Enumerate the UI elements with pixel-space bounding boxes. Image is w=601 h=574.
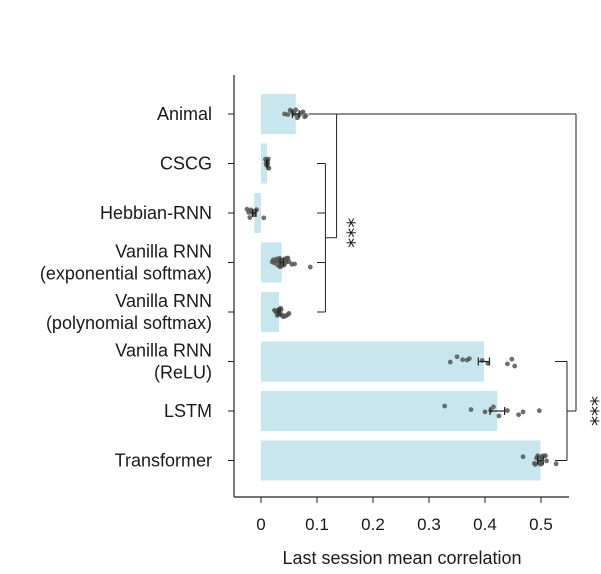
errorbars-layer — [252, 110, 544, 465]
data-point — [505, 361, 510, 367]
bar-7 — [261, 440, 541, 481]
data-point — [479, 358, 485, 363]
x-axis-title: Last session mean correlation — [282, 548, 521, 568]
brackets-layer: *** *** — [308, 113, 601, 461]
data-point — [468, 407, 474, 412]
bar-5 — [261, 341, 484, 382]
x-tick-label: 0.2 — [361, 515, 385, 534]
x-tick-label: 0.1 — [305, 515, 329, 534]
data-point — [482, 409, 488, 415]
category-label-1: CSCG — [160, 154, 212, 174]
data-point — [553, 461, 559, 467]
bars-layer — [254, 94, 541, 481]
x-tick-label: 0.3 — [417, 515, 441, 534]
data-point — [454, 354, 460, 360]
category-label-3: Vanilla RNN (exponential softmax) — [40, 242, 212, 284]
data-point — [496, 413, 502, 419]
category-label-0: Animal — [157, 104, 212, 124]
x-tick-label: 0 — [256, 515, 265, 534]
data-point — [285, 112, 291, 118]
data-point — [516, 412, 521, 418]
significance-label: *** — [336, 218, 360, 248]
data-point — [307, 264, 313, 270]
x-tick-label: 0.4 — [473, 515, 497, 534]
bar-2 — [254, 193, 261, 233]
data-point — [491, 404, 496, 410]
data-point — [286, 311, 292, 316]
bar-4 — [261, 292, 279, 332]
data-point — [247, 215, 253, 220]
data-point — [285, 255, 291, 261]
data-point — [442, 403, 448, 409]
data-point — [520, 454, 526, 460]
data-point — [543, 453, 548, 459]
significance-label: *** — [579, 396, 601, 426]
data-point — [460, 357, 465, 363]
axes-layer: 0 0.1 0.2 0.3 0.4 0.5 — [228, 75, 569, 534]
category-label-7: Transformer — [115, 451, 212, 471]
data-point — [512, 363, 518, 369]
data-point — [505, 408, 510, 413]
data-point — [544, 458, 549, 464]
labels-layer: Animal CSCG Hebbian-RNN Vanilla RNN (exponen… — [40, 104, 212, 471]
bar-0 — [261, 94, 296, 134]
category-label-6: LSTM — [164, 401, 212, 421]
category-label-2: Hebbian-RNN — [100, 203, 212, 223]
category-label-5: Vanilla RNN (ReLU) — [115, 341, 212, 383]
data-point — [536, 408, 542, 414]
data-point — [300, 109, 306, 115]
data-point — [509, 356, 515, 362]
x-tick-label: 0.5 — [529, 515, 553, 534]
data-point — [447, 359, 453, 365]
bar-6 — [261, 391, 498, 431]
data-point — [261, 215, 267, 221]
category-label-4: Vanilla RNN (polynomial softmax) — [46, 291, 212, 333]
data-point — [292, 261, 297, 267]
data-point — [520, 409, 526, 415]
data-point — [293, 107, 299, 113]
data-point — [303, 113, 309, 118]
data-point — [466, 356, 472, 362]
